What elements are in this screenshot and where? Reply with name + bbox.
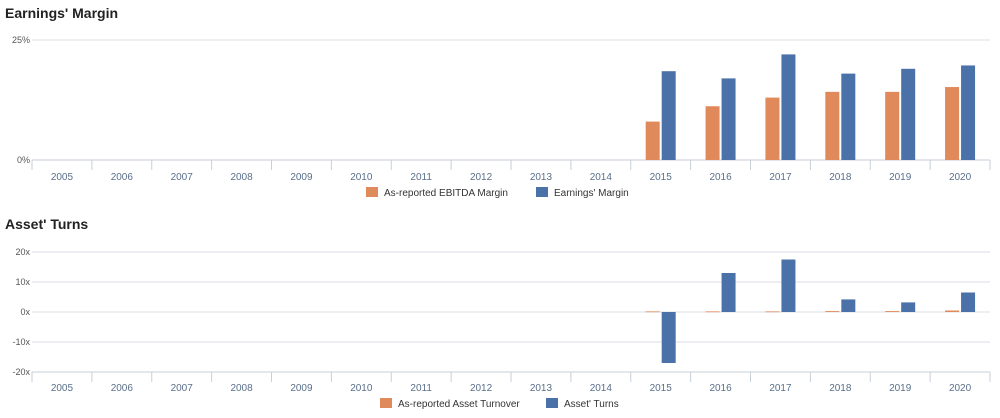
legend-label[interactable]: As-reported EBITDA Margin xyxy=(384,188,508,199)
bar-adjusted[interactable] xyxy=(661,312,676,363)
x-tick-label: 2005 xyxy=(51,383,74,394)
x-tick-label: 2009 xyxy=(290,172,313,183)
x-tick-label: 2015 xyxy=(650,383,673,394)
bar-adjusted[interactable] xyxy=(841,73,856,160)
y-tick-label: 0% xyxy=(17,155,30,165)
y-tick-label: 25% xyxy=(12,35,30,45)
x-tick-label: 2014 xyxy=(590,172,613,183)
x-tick-label: 2007 xyxy=(171,172,194,183)
bar-as-reported[interactable] xyxy=(705,106,720,160)
x-tick-label: 2012 xyxy=(470,172,493,183)
bar-as-reported[interactable] xyxy=(945,87,960,160)
x-tick-label: 2019 xyxy=(889,172,912,183)
x-tick-label: 2017 xyxy=(769,383,792,394)
legend-swatch xyxy=(536,187,548,197)
y-tick-label: 20x xyxy=(15,247,30,257)
earnings-margin-chart: 0% 25% 2005 2006 2007 2008 2009 2010 2011 2012 201… xyxy=(12,35,991,199)
bar-adjusted[interactable] xyxy=(901,302,916,312)
bar-adjusted[interactable] xyxy=(781,259,796,313)
y-tick-label: 0x xyxy=(20,307,30,317)
y-tick-label: -10x xyxy=(12,337,30,347)
bar-as-reported[interactable] xyxy=(645,311,660,313)
bar-adjusted[interactable] xyxy=(661,71,676,160)
x-tick-label: 2016 xyxy=(709,383,732,394)
bar-adjusted[interactable] xyxy=(841,299,856,312)
x-tick-label: 2012 xyxy=(470,383,493,394)
bar-as-reported[interactable] xyxy=(825,311,840,312)
y-tick-label: -20x xyxy=(12,367,30,377)
legend-swatch xyxy=(546,398,558,408)
x-tick-label: 2010 xyxy=(350,383,373,394)
x-tick-label: 2013 xyxy=(530,383,553,394)
bar-adjusted[interactable] xyxy=(721,273,736,312)
x-tick-label: 2008 xyxy=(230,172,253,183)
x-tick-label: 2006 xyxy=(111,172,134,183)
legend-label[interactable]: Asset' Turns xyxy=(564,399,619,410)
x-tick-label: 2008 xyxy=(230,383,253,394)
bar-adjusted[interactable] xyxy=(961,65,976,160)
bar-as-reported[interactable] xyxy=(765,97,780,160)
x-tick-label: 2005 xyxy=(51,172,74,183)
bar-as-reported[interactable] xyxy=(945,310,960,313)
x-tick-label: 2011 xyxy=(410,172,432,183)
legend-label[interactable]: As-reported Asset Turnover xyxy=(398,399,520,410)
x-tick-label: 2020 xyxy=(949,172,972,183)
x-tick-label: 2007 xyxy=(171,383,194,394)
x-tick-label: 2020 xyxy=(949,383,972,394)
legend-swatch xyxy=(380,398,392,408)
bar-adjusted[interactable] xyxy=(781,54,796,160)
bar-adjusted[interactable] xyxy=(901,68,916,160)
bar-as-reported[interactable] xyxy=(645,121,660,160)
x-tick-label: 2019 xyxy=(889,383,912,394)
x-tick-label: 2010 xyxy=(350,172,373,183)
bar-as-reported[interactable] xyxy=(825,91,840,160)
legend-label[interactable]: Earnings' Margin xyxy=(554,188,629,199)
x-tick-label: 2011 xyxy=(410,383,432,394)
bar-as-reported[interactable] xyxy=(885,311,900,312)
x-tick-label: 2015 xyxy=(650,172,673,183)
y-tick-label: 10x xyxy=(15,277,30,287)
legend-swatch xyxy=(366,187,378,197)
x-tick-label: 2014 xyxy=(590,383,613,394)
asset-turns-chart: -20x -10x 0x 10x 20x 2005 2006 2007 2008 2009 2010… xyxy=(12,247,991,410)
x-tick-label: 2016 xyxy=(709,172,732,183)
chart-title-asset-turns: Asset' Turns xyxy=(5,216,89,232)
x-tick-label: 2018 xyxy=(829,383,852,394)
x-tick-label: 2017 xyxy=(769,172,792,183)
x-tick-label: 2006 xyxy=(111,383,134,394)
bar-as-reported[interactable] xyxy=(885,91,900,160)
bar-as-reported[interactable] xyxy=(705,311,720,313)
bar-as-reported[interactable] xyxy=(765,311,780,313)
bar-adjusted[interactable] xyxy=(721,78,736,160)
x-tick-label: 2009 xyxy=(290,383,313,394)
x-tick-label: 2018 xyxy=(829,172,852,183)
x-tick-label: 2013 xyxy=(530,172,553,183)
bar-adjusted[interactable] xyxy=(961,292,976,313)
chart-title-earnings-margin: Earnings' Margin xyxy=(5,5,119,21)
